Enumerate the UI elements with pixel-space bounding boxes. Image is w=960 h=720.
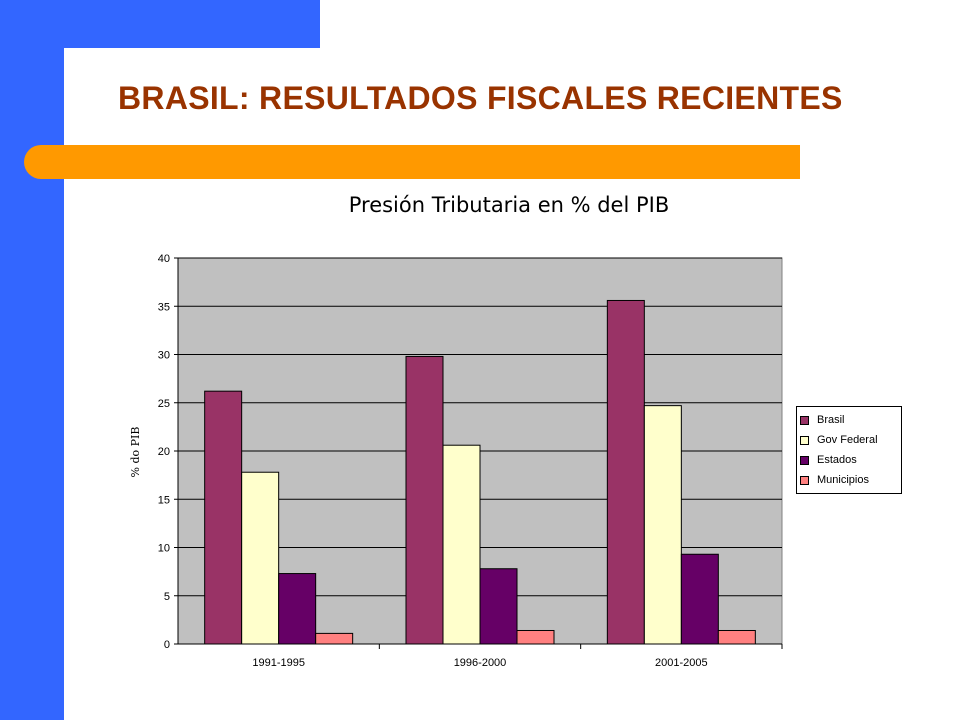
bar-estados-2001-2005 [680,553,719,645]
legend-item: Brasil [800,410,901,430]
legend-label: Municipios [817,474,869,486]
legend-swatch [800,455,809,465]
bar-gov-federal-1991-1995 [241,471,280,645]
x-tick-label: 1996-2000 [454,657,507,669]
y-tick-label: 25 [158,398,170,410]
bar-estados-1996-2000 [479,568,518,645]
slide-title: BRASIL: RESULTADOS FISCALES RECIENTES [118,80,843,116]
y-tick-label: 10 [158,543,170,555]
bar-brasil-1991-1995 [204,390,243,645]
y-tick-label: 40 [158,253,170,265]
x-tick-label: 2001-2005 [655,657,708,669]
bar-gov-federal-1996-2000 [442,444,481,645]
bar-municipios-1991-1995 [315,632,354,645]
legend-item: Gov Federal [800,430,901,450]
legend-item: Estados [800,450,901,470]
y-tick-label: 5 [164,591,170,603]
y-tick-label: 30 [158,350,170,362]
y-tick-label: 35 [158,301,170,313]
bar-gov-federal-2001-2005 [643,405,682,645]
legend-swatch [800,435,809,445]
left-decorative-band [0,0,64,720]
title-underline-bar [24,145,800,179]
top-decorative-band [0,0,320,48]
bar-municipios-2001-2005 [717,629,756,645]
bar-estados-1991-1995 [278,573,317,645]
legend-label: Estados [817,454,857,466]
bar-brasil-1996-2000 [405,355,444,645]
y-tick-label: 0 [164,639,170,651]
legend-label: Brasil [817,414,845,426]
x-tick-label: 1991-1995 [252,657,305,669]
legend-item: Municipios [800,470,901,490]
chart-legend: Brasil Gov Federal Estados Municipios [796,406,902,494]
chart-title: Presión Tributaria en % del PIB [349,193,670,217]
y-axis-label: % do PIB [129,427,142,478]
legend-swatch [800,475,809,485]
y-tick-label: 15 [158,494,170,506]
bar-municipios-1996-2000 [516,629,555,645]
legend-label: Gov Federal [817,434,878,446]
y-tick-label: 20 [158,446,170,458]
bar-brasil-2001-2005 [606,299,645,645]
legend-swatch [800,415,809,425]
